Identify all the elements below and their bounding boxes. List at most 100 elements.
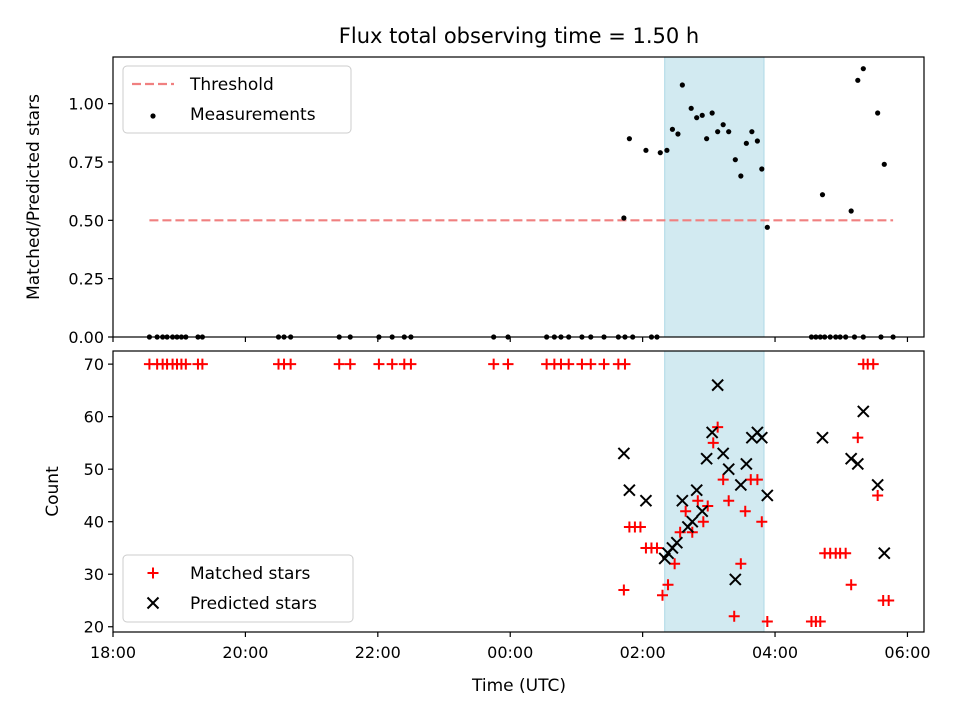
observing-window-shade — [664, 56, 765, 338]
legend-measurements-swatch — [150, 113, 156, 119]
predicted-star-point — [740, 457, 753, 471]
legend-measurements-label: Measurements — [190, 105, 316, 125]
predicted-star-point — [700, 452, 713, 465]
matched-star-point — [728, 610, 740, 622]
predicted-stars-points — [617, 378, 891, 586]
measurement-point — [694, 115, 700, 121]
matched-star-point — [618, 584, 630, 596]
x-tick-label: 06:00 — [884, 643, 930, 662]
matched-star-point — [598, 358, 610, 370]
matched-star-point — [867, 358, 879, 370]
matched-star-point — [585, 358, 597, 370]
matched-star-point — [680, 505, 692, 517]
predicted-star-point — [686, 515, 699, 528]
y-tick-label: 0.25 — [68, 270, 104, 289]
y-tick-label: 70 — [84, 355, 104, 374]
plot-frame — [112, 350, 925, 633]
matched-star-point — [333, 358, 345, 370]
x-tick-label: 20:00 — [222, 643, 268, 662]
predicted-star-point — [851, 457, 865, 471]
predicted-star-point — [871, 478, 884, 492]
x-tick-label: 18:00 — [90, 643, 136, 662]
predicted-star-point — [696, 504, 709, 518]
x-tick-label: 22:00 — [355, 643, 401, 662]
matched-star-point — [669, 558, 681, 570]
bottom-panel: 20 30 40 50 60 70 18:00 20:00 22:00 00:00 02:00 04:… — [43, 350, 931, 662]
measurement-point — [704, 136, 710, 142]
y-axis-label: Matched/Predicted stars — [24, 94, 44, 300]
legend-matched-label: Matched stars — [190, 564, 310, 584]
x-tick-label: 02:00 — [620, 643, 666, 662]
x-axis-label: Time (UTC) — [471, 676, 566, 696]
y-tick-label: 30 — [84, 565, 104, 584]
matched-star-point — [634, 521, 646, 533]
x-tick-label: 00:00 — [487, 643, 533, 662]
measurement-point — [657, 150, 663, 156]
legend: Matched stars Predicted stars — [122, 554, 354, 623]
top-panel: 0.00 0.25 0.50 0.75 1.00 Matched/Predicted st… — [24, 56, 925, 347]
matched-star-point — [662, 579, 674, 591]
matched-star-point — [373, 358, 385, 370]
matched-star-point — [739, 505, 751, 517]
measurement-point — [715, 129, 721, 135]
matched-star-point — [692, 495, 704, 507]
plot-frame — [112, 56, 925, 338]
measurement-point — [626, 136, 632, 142]
y-tick-label: 0.50 — [68, 211, 104, 230]
matched-star-point — [756, 516, 768, 528]
predicted-star-point — [729, 573, 742, 586]
matched-star-point — [883, 594, 895, 606]
matched-star-point — [707, 437, 719, 449]
predicted-star-point — [676, 494, 689, 507]
matched-star-point — [619, 358, 631, 370]
measurement-point — [749, 129, 755, 135]
matched-star-point — [651, 542, 663, 554]
matched-star-point — [872, 489, 884, 501]
predicted-star-point — [623, 483, 636, 497]
measurement-point — [688, 105, 694, 111]
matched-star-point — [488, 358, 500, 370]
matched-star-point — [285, 358, 297, 370]
measurement-point — [743, 140, 749, 146]
x-tick-label: 04:00 — [752, 643, 798, 662]
predicted-star-point — [705, 426, 719, 439]
legend: Threshold Measurements — [122, 65, 352, 134]
measurement-point — [643, 147, 649, 153]
measurement-point — [759, 166, 765, 172]
measurement-point — [819, 192, 826, 198]
y-axis-label: Count — [43, 466, 63, 517]
measurement-point — [860, 66, 866, 72]
matched-star-point — [502, 358, 514, 370]
matched-star-point — [723, 495, 735, 507]
y-tick-label: 0.00 — [68, 328, 104, 347]
matched-star-point — [656, 589, 668, 601]
measurement-point — [754, 138, 760, 144]
measurement-point — [699, 112, 705, 118]
matched-star-point — [761, 615, 773, 627]
chart-title: Flux total observing time = 1.50 h — [339, 24, 699, 48]
matched-star-point — [196, 358, 208, 370]
legend-box — [122, 65, 352, 134]
measurement-point — [720, 122, 726, 128]
y-tick-label: 1.00 — [68, 95, 104, 114]
matched-stars-points — [143, 358, 895, 627]
matched-star-point — [717, 474, 729, 486]
measurement-point — [726, 129, 732, 135]
matched-star-point — [563, 358, 575, 370]
measurement-point — [855, 77, 861, 83]
y-tick-label: 60 — [84, 408, 104, 427]
matched-star-point — [845, 579, 857, 591]
measurement-point — [764, 224, 770, 230]
measurement-point — [738, 173, 744, 179]
predicted-star-point — [878, 547, 891, 560]
measurement-point — [881, 161, 887, 167]
legend-matched-swatch — [147, 567, 159, 579]
matched-star-point — [405, 358, 417, 370]
predicted-star-point — [761, 489, 774, 502]
predicted-star-point — [711, 378, 724, 392]
matched-star-point — [697, 516, 709, 528]
y-tick-label: 50 — [84, 460, 104, 479]
measurement-point — [669, 126, 676, 132]
matched-star-point — [751, 474, 763, 486]
